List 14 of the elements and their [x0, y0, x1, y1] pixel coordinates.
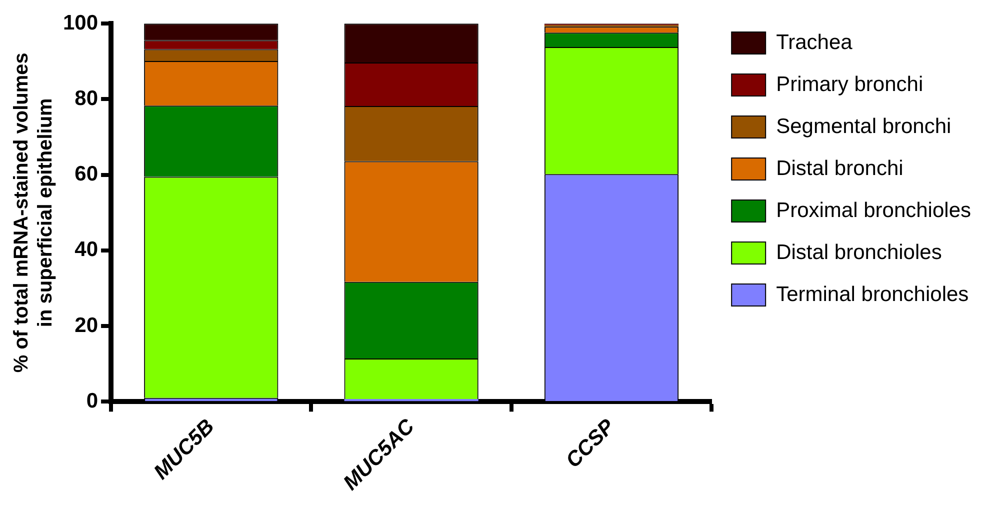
- y-tick-label: 80: [74, 87, 98, 110]
- y-tick-label: 100: [62, 11, 98, 34]
- y-tick-label: 60: [74, 162, 98, 186]
- legend-label: Distal bronchioles: [776, 240, 942, 264]
- y-axis-title: % of total mRNA-stained volumes in superficial epithelium: [10, 52, 57, 373]
- legend-label: Distal bronchi: [776, 156, 904, 180]
- legend-label: Segmental bronchi: [776, 114, 952, 138]
- legend-label: Proximal bronchioles: [776, 198, 972, 222]
- legend-label: Trachea: [776, 30, 853, 54]
- y-tick-label: 20: [74, 314, 98, 337]
- legend-label: Primary bronchi: [776, 72, 924, 96]
- y-tick-label: 40: [74, 238, 98, 262]
- y-tick-label: 0: [86, 389, 98, 412]
- legend-label: Terminal bronchioles: [776, 282, 969, 306]
